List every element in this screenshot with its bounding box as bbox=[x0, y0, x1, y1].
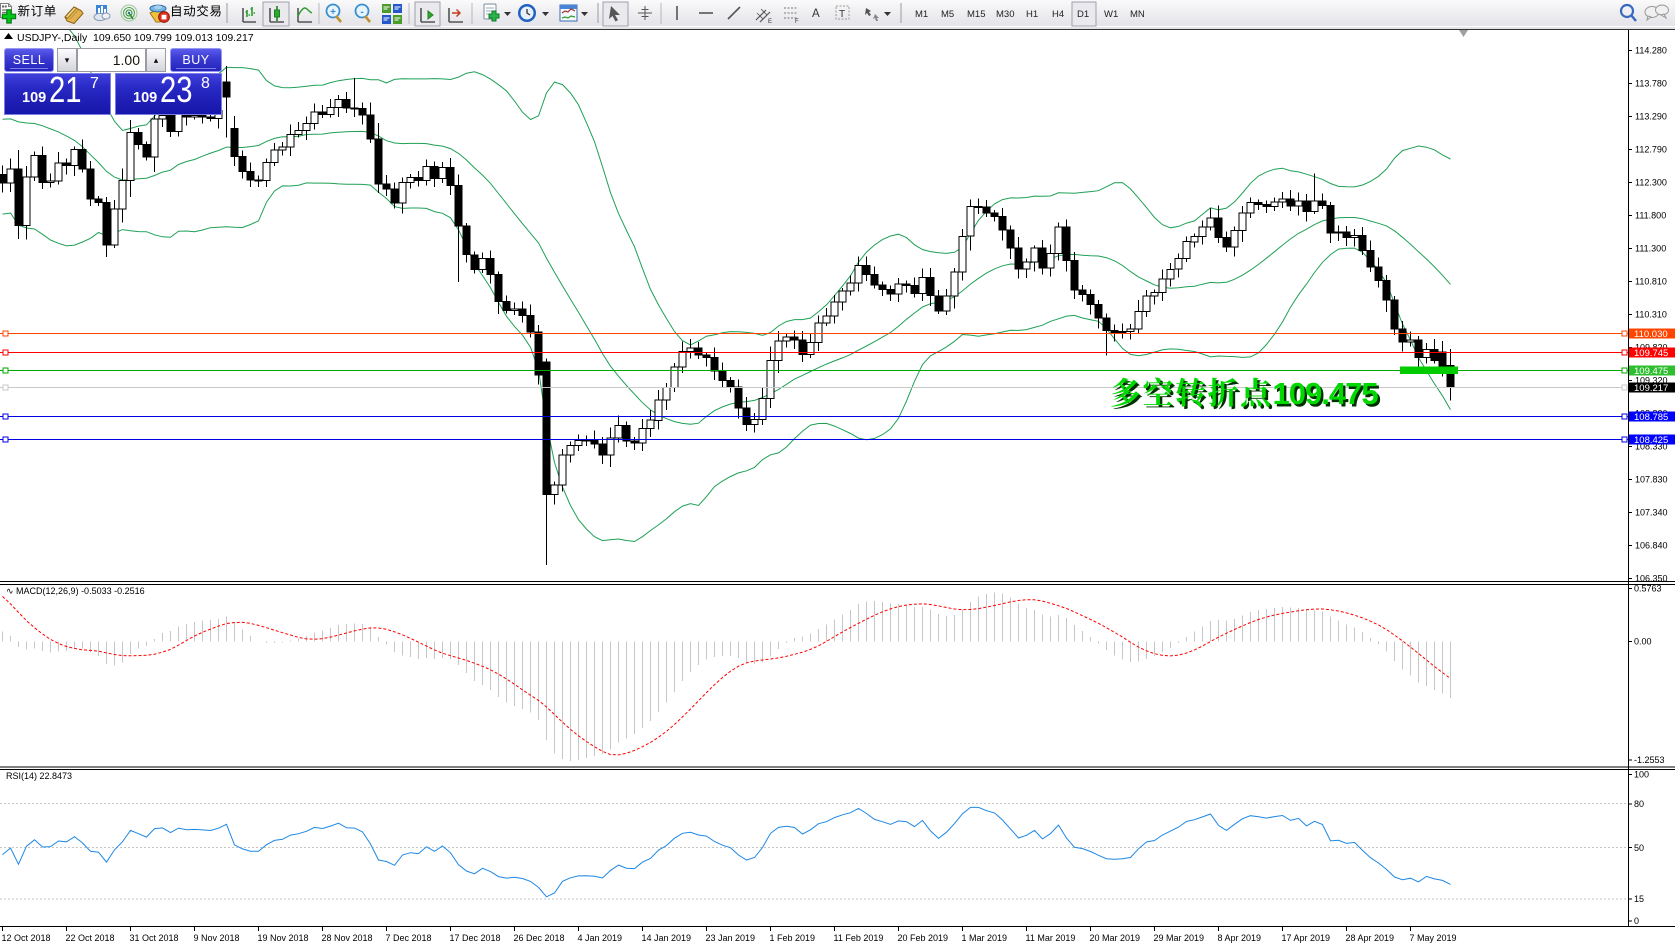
svg-text:107.830: 107.830 bbox=[1635, 475, 1668, 485]
svg-text:M1: M1 bbox=[915, 9, 928, 20]
svg-text:-: - bbox=[360, 7, 363, 18]
svg-text:28 Nov 2018: 28 Nov 2018 bbox=[322, 933, 373, 943]
svg-text:22 Oct 2018: 22 Oct 2018 bbox=[66, 933, 115, 943]
svg-text:106.350: 106.350 bbox=[1635, 574, 1668, 584]
svg-text:29 Mar 2019: 29 Mar 2019 bbox=[1154, 933, 1205, 943]
svg-text:110.810: 110.810 bbox=[1635, 277, 1667, 287]
svg-text:T: T bbox=[839, 9, 845, 20]
svg-text:E: E bbox=[768, 19, 772, 25]
svg-text:H4: H4 bbox=[1052, 9, 1064, 20]
svg-text:109.475: 109.475 bbox=[1273, 376, 1379, 411]
svg-text:RSI(14) 22.8473: RSI(14) 22.8473 bbox=[6, 771, 72, 781]
svg-text:111.300: 111.300 bbox=[1635, 244, 1666, 254]
svg-text:1 Mar 2019: 1 Mar 2019 bbox=[962, 933, 1008, 943]
svg-text:100: 100 bbox=[1634, 770, 1649, 780]
svg-text:110.310: 110.310 bbox=[1635, 310, 1667, 320]
svg-text:109.217: 109.217 bbox=[1634, 383, 1668, 394]
svg-text:110.030: 110.030 bbox=[1634, 329, 1668, 340]
svg-text:∿ MACD(12,26,9) -0.5033 -0.251: ∿ MACD(12,26,9) -0.5033 -0.2516 bbox=[6, 586, 145, 596]
svg-text:0.5763: 0.5763 bbox=[1634, 584, 1662, 594]
svg-text:0.00: 0.00 bbox=[1634, 637, 1652, 647]
svg-text:15: 15 bbox=[1634, 894, 1644, 904]
svg-text:D1: D1 bbox=[1077, 9, 1089, 20]
svg-text:20 Feb 2019: 20 Feb 2019 bbox=[898, 933, 949, 943]
svg-text:7 May 2019: 7 May 2019 bbox=[1410, 933, 1457, 943]
svg-text:17 Apr 2019: 17 Apr 2019 bbox=[1282, 933, 1331, 943]
svg-text:23 Jan 2019: 23 Jan 2019 bbox=[706, 933, 756, 943]
svg-text:11 Mar 2019: 11 Mar 2019 bbox=[1026, 933, 1076, 943]
svg-text:1 Feb 2019: 1 Feb 2019 bbox=[770, 933, 816, 943]
svg-text:114.280: 114.280 bbox=[1635, 46, 1667, 56]
svg-text:4 Jan 2019: 4 Jan 2019 bbox=[578, 933, 623, 943]
svg-text:113.290: 113.290 bbox=[1635, 112, 1667, 122]
svg-text:7 Dec 2018: 7 Dec 2018 bbox=[386, 933, 432, 943]
svg-text:17 Dec 2018: 17 Dec 2018 bbox=[450, 933, 501, 943]
svg-text:80: 80 bbox=[1634, 799, 1644, 809]
svg-text:M15: M15 bbox=[967, 9, 985, 20]
svg-text:W1: W1 bbox=[1104, 9, 1118, 20]
svg-text:28 Apr 2019: 28 Apr 2019 bbox=[1346, 933, 1395, 943]
svg-text:112.300: 112.300 bbox=[1635, 178, 1667, 188]
svg-text:108.330: 108.330 bbox=[1635, 442, 1668, 452]
svg-text:-1.2553: -1.2553 bbox=[1634, 755, 1665, 765]
svg-text:109.745: 109.745 bbox=[1634, 348, 1668, 359]
svg-text:19 Nov 2018: 19 Nov 2018 bbox=[258, 933, 309, 943]
svg-text:112.790: 112.790 bbox=[1635, 145, 1667, 155]
svg-text:26 Dec 2018: 26 Dec 2018 bbox=[514, 933, 565, 943]
svg-text:M30: M30 bbox=[996, 9, 1014, 20]
svg-text:111.800: 111.800 bbox=[1635, 211, 1666, 221]
svg-text:9 Nov 2018: 9 Nov 2018 bbox=[194, 933, 240, 943]
svg-text:113.780: 113.780 bbox=[1635, 79, 1667, 89]
svg-text:109.475: 109.475 bbox=[1275, 378, 1381, 413]
svg-text:11 Feb 2019: 11 Feb 2019 bbox=[834, 933, 884, 943]
svg-text:+: + bbox=[330, 7, 336, 18]
svg-text:12 Oct 2018: 12 Oct 2018 bbox=[2, 933, 51, 943]
svg-text:108.425: 108.425 bbox=[1634, 435, 1668, 446]
svg-text:8 Apr 2019: 8 Apr 2019 bbox=[1218, 933, 1262, 943]
svg-text:0: 0 bbox=[1634, 916, 1639, 926]
svg-text:107.340: 107.340 bbox=[1635, 508, 1668, 518]
svg-text:F: F bbox=[795, 19, 799, 25]
svg-text:109.475: 109.475 bbox=[1634, 366, 1668, 377]
svg-text:14 Jan 2019: 14 Jan 2019 bbox=[642, 933, 692, 943]
svg-text:50: 50 bbox=[1634, 843, 1644, 853]
svg-text:108.785: 108.785 bbox=[1634, 412, 1668, 423]
svg-text:A: A bbox=[812, 8, 820, 20]
svg-text:USDJPY-,Daily 109.650 109.799: USDJPY-,Daily 109.650 109.799 109.013 10… bbox=[17, 32, 254, 44]
svg-text:20 Mar 2019: 20 Mar 2019 bbox=[1090, 933, 1141, 943]
svg-text:109.320: 109.320 bbox=[1635, 376, 1668, 386]
svg-text:106.840: 106.840 bbox=[1635, 541, 1668, 551]
svg-text:M5: M5 bbox=[941, 9, 954, 20]
svg-text:MN: MN bbox=[1130, 9, 1145, 20]
svg-text:31 Oct 2018: 31 Oct 2018 bbox=[130, 933, 179, 943]
svg-text:H1: H1 bbox=[1026, 9, 1038, 20]
